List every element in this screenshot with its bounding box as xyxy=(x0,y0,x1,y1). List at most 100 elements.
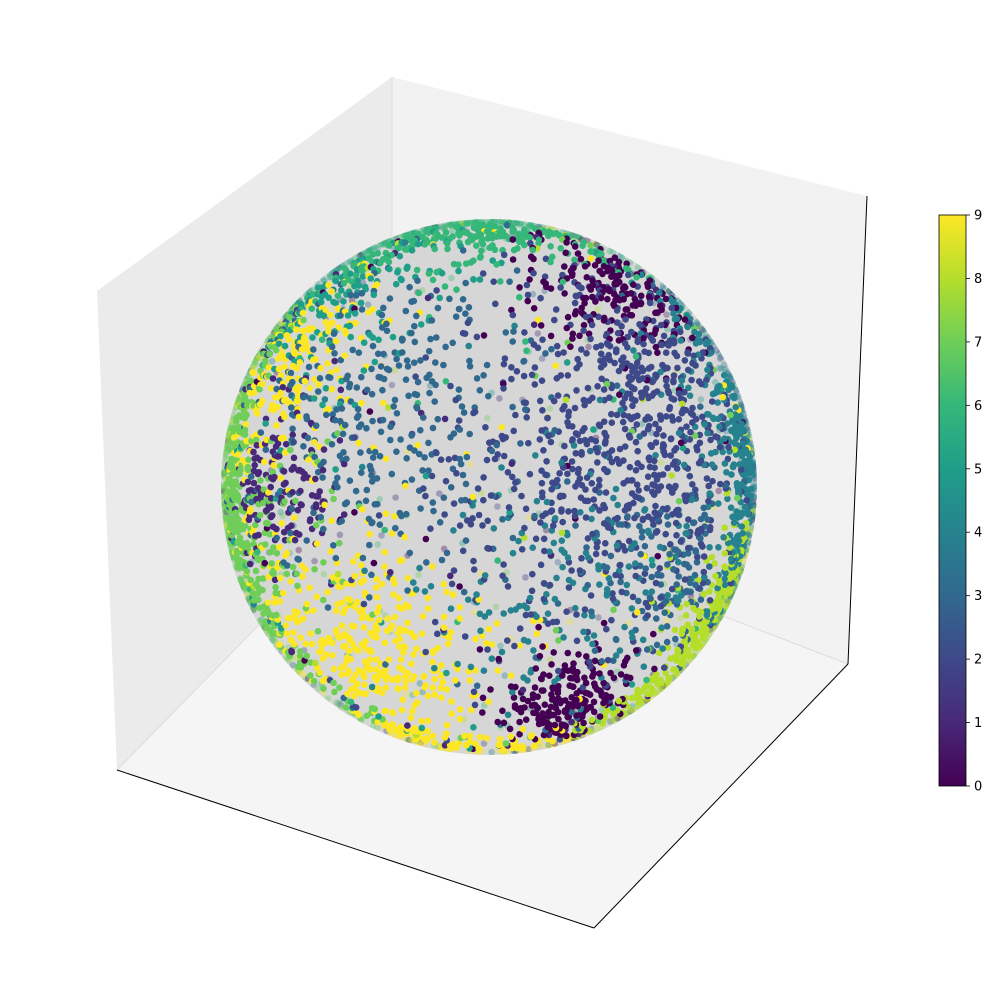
scatter-point xyxy=(256,512,264,519)
scatter-point xyxy=(526,276,533,283)
scatter-point xyxy=(664,521,672,528)
scatter-point xyxy=(609,716,616,723)
scatter-point xyxy=(245,456,252,464)
scatter-point xyxy=(250,448,257,456)
scatter-point xyxy=(504,637,511,644)
scatter-point xyxy=(353,384,361,391)
scatter-point xyxy=(282,622,290,629)
scatter-point xyxy=(223,441,231,449)
scatter-point xyxy=(290,438,297,446)
scatter-point xyxy=(369,417,376,425)
scatter-point xyxy=(638,420,646,428)
scatter-point xyxy=(653,615,660,622)
scatter-point xyxy=(657,416,665,423)
scatter-point xyxy=(487,686,494,693)
scatter-point xyxy=(377,241,384,249)
scatter-point xyxy=(273,549,281,557)
scatter-point xyxy=(565,422,572,430)
scatter-point xyxy=(473,591,480,598)
scatter-point xyxy=(623,581,631,589)
scatter-point xyxy=(522,338,529,345)
scatter-point xyxy=(326,374,334,382)
scatter-point xyxy=(462,310,469,318)
scatter-point xyxy=(616,445,624,453)
scatter-point xyxy=(538,427,545,434)
scatter-point xyxy=(511,322,518,330)
scatter-point xyxy=(656,565,663,572)
scatter-point xyxy=(256,617,263,625)
scatter-point xyxy=(282,479,289,487)
scatter-point xyxy=(423,374,431,382)
scatter-point xyxy=(370,291,378,299)
scatter-point xyxy=(453,286,460,294)
scatter-point xyxy=(514,219,521,227)
scatter-point xyxy=(520,674,527,681)
scatter-point xyxy=(706,544,713,551)
scatter-point xyxy=(414,378,422,386)
scatter-point xyxy=(665,483,673,491)
scatter-point xyxy=(381,563,388,570)
scatter-point xyxy=(724,598,732,605)
scatter-point xyxy=(583,653,590,660)
scatter-point xyxy=(542,350,549,357)
scatter-point xyxy=(628,490,636,497)
scatter-point xyxy=(431,675,439,683)
scatter-point xyxy=(320,685,327,692)
scatter-point xyxy=(381,548,389,556)
scatter-point xyxy=(616,391,623,399)
scatter-point xyxy=(638,394,645,401)
scatter-point xyxy=(384,615,392,622)
scatter-point xyxy=(625,537,633,545)
scatter-point xyxy=(348,296,356,304)
scatter-point xyxy=(375,336,382,344)
scatter-point xyxy=(303,537,311,544)
scatter-point xyxy=(359,554,367,562)
scatter-point xyxy=(374,500,381,508)
scatter-point xyxy=(595,421,603,429)
scatter-point xyxy=(717,355,724,363)
scatter-point xyxy=(516,284,523,291)
scatter-point xyxy=(304,434,312,442)
scatter-point xyxy=(439,678,447,686)
scatter-point xyxy=(520,358,527,365)
scatter-point xyxy=(615,337,623,344)
scatter-point xyxy=(320,525,327,533)
scatter-point xyxy=(560,349,567,356)
scatter-point xyxy=(663,617,671,625)
scatter-point xyxy=(591,262,599,269)
scatter-point xyxy=(567,674,574,682)
scatter-point xyxy=(751,474,757,482)
scatter-point xyxy=(419,467,426,474)
scatter-point xyxy=(410,297,418,305)
scatter-point xyxy=(448,710,455,717)
scatter-point xyxy=(388,470,396,478)
scatter-point xyxy=(644,646,651,653)
scatter-point xyxy=(686,472,694,480)
scatter-point xyxy=(289,425,296,433)
scatter-point xyxy=(329,652,336,659)
scatter-point xyxy=(273,534,281,542)
scatter-point xyxy=(312,355,319,363)
scatter-point xyxy=(520,636,528,644)
scatter-point xyxy=(274,404,282,411)
scatter-point xyxy=(328,343,336,351)
scatter-point xyxy=(664,561,671,568)
scatter-point xyxy=(674,364,681,372)
scatter-point xyxy=(572,604,579,612)
scatter-point xyxy=(385,366,393,374)
scatter-point xyxy=(612,571,619,579)
scatter-point xyxy=(675,573,682,580)
scatter-point xyxy=(344,312,352,319)
scatter-point xyxy=(473,682,481,690)
scatter-point xyxy=(295,531,303,538)
scatter-point xyxy=(499,219,506,226)
scatter-point xyxy=(526,514,533,522)
scatter-point xyxy=(579,242,586,249)
scatter-point xyxy=(697,596,705,603)
scatter-point xyxy=(547,258,554,266)
scatter-point xyxy=(424,717,432,725)
scatter-point xyxy=(581,611,588,619)
scatter-point xyxy=(621,425,629,433)
scatter-point xyxy=(419,613,427,620)
scatter-point xyxy=(236,576,244,584)
